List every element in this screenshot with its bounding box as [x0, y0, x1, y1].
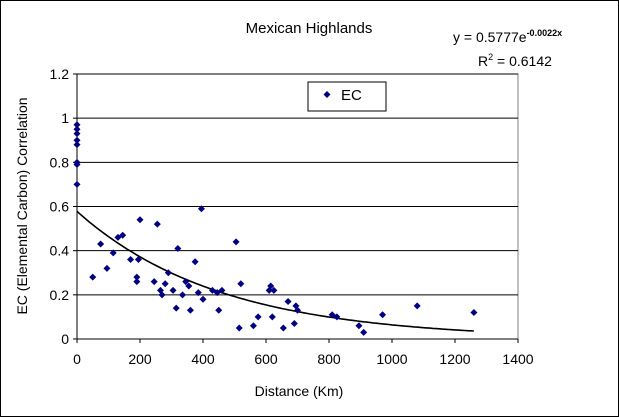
data-point: [164, 269, 172, 277]
data-point: [191, 258, 199, 266]
x-tick-label: 1200: [439, 351, 470, 367]
trend-equation: y = 0.5777e-0.0022x: [453, 28, 562, 45]
data-point: [169, 286, 177, 294]
data-point: [73, 161, 81, 169]
y-tick-label: 0.2: [50, 287, 70, 303]
trendline: [76, 210, 474, 332]
data-point: [290, 320, 298, 328]
data-point: [127, 256, 135, 263]
data-point: [186, 306, 194, 314]
r-squared-prefix: R: [478, 53, 488, 69]
y-tick-label: 0.8: [50, 154, 70, 170]
data-point: [133, 273, 141, 281]
data-point: [194, 289, 202, 297]
legend-marker: [323, 91, 331, 98]
data-points: [73, 121, 478, 336]
x-tick-label: 0: [73, 351, 81, 367]
data-point: [333, 313, 341, 321]
data-point: [89, 273, 97, 281]
data-point: [150, 278, 158, 286]
data-point: [73, 141, 81, 149]
data-point: [270, 286, 278, 294]
data-point: [103, 264, 111, 272]
data-point: [360, 328, 368, 336]
data-point: [218, 286, 226, 294]
data-point: [413, 302, 421, 310]
data-point: [294, 306, 301, 314]
data-point: [109, 249, 117, 257]
data-point: [199, 295, 207, 303]
data-point: [133, 278, 141, 286]
legend-box: [307, 81, 387, 112]
trend-equation-base: y = 0.5777e: [453, 29, 527, 45]
axes: [73, 73, 519, 343]
y-tick-label: 1.2: [50, 66, 70, 82]
data-point: [174, 244, 182, 252]
data-point: [232, 238, 240, 246]
y-axis-title: EC (Elemental Carbon) Correlation: [14, 97, 30, 314]
r-squared-superscript: 2: [488, 52, 493, 62]
y-tick-labels: 0 0.2 0.4 0.6 0.8 1 1.2: [50, 66, 70, 347]
data-point: [73, 180, 81, 188]
y-tick-label: 0.4: [50, 243, 70, 259]
x-tick-label: 1000: [376, 351, 407, 367]
legend: EC: [307, 81, 387, 112]
y-tick-label: 1: [61, 110, 69, 126]
data-point: [249, 322, 257, 330]
x-tick-label: 600: [254, 351, 278, 367]
x-tick-label: 200: [128, 351, 152, 367]
data-point: [73, 121, 81, 129]
data-point: [134, 256, 142, 263]
x-tick-label: 400: [191, 351, 215, 367]
x-tick-label: 800: [317, 351, 341, 367]
data-point: [182, 278, 190, 286]
x-axis-title: Distance (Km): [255, 383, 344, 399]
data-point: [73, 125, 81, 133]
data-point: [268, 313, 276, 321]
data-point: [185, 282, 193, 290]
chart-title: Mexican Highlands: [246, 20, 373, 37]
data-point: [237, 280, 245, 288]
r-squared-value: = 0.6142: [493, 53, 552, 69]
data-point: [136, 216, 144, 224]
data-point: [179, 291, 187, 299]
data-point: [161, 280, 169, 288]
data-point: [470, 309, 478, 316]
data-point: [267, 282, 275, 290]
data-point: [254, 313, 262, 321]
data-point: [97, 240, 105, 248]
data-point: [355, 322, 363, 330]
y-tick-label: 0.6: [50, 199, 70, 215]
data-point: [119, 231, 127, 239]
data-point: [73, 130, 81, 138]
legend-label: EC: [341, 87, 362, 104]
data-point: [215, 306, 223, 314]
data-point: [197, 205, 205, 213]
data-point: [73, 136, 81, 144]
data-point: [158, 291, 166, 299]
x-tick-label: 1400: [502, 351, 533, 367]
y-tick-label: 0: [61, 331, 69, 347]
data-point: [235, 324, 243, 332]
trend-equation-exponent: -0.0022x: [527, 28, 563, 38]
data-point: [153, 220, 161, 228]
data-point: [172, 304, 180, 312]
x-tick-labels: 0 200 400 600 800 1000 1200 1400: [73, 351, 534, 367]
gridlines: [77, 73, 518, 340]
data-point: [284, 297, 292, 305]
data-point: [279, 324, 287, 332]
r-squared-label: R2 = 0.6142: [478, 52, 552, 69]
data-point: [379, 311, 387, 319]
